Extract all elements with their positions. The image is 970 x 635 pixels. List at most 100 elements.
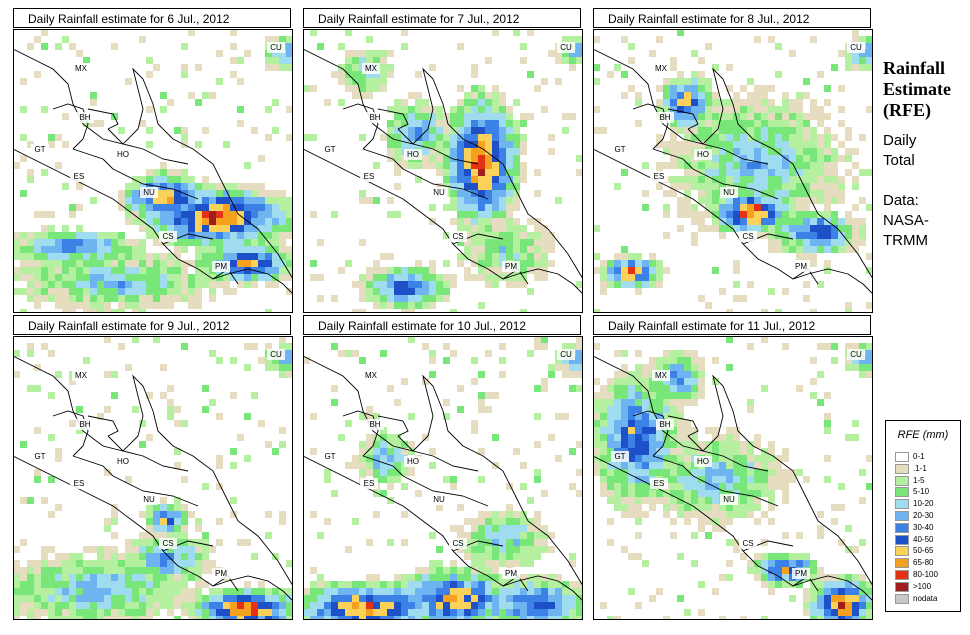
country-label: NU — [143, 495, 155, 504]
rainfall-grid — [13, 29, 293, 313]
boundary-line — [667, 415, 699, 437]
country-label: CS — [742, 539, 753, 548]
boundary-line — [397, 128, 479, 165]
country-label: BH — [369, 113, 380, 122]
country-label: PM — [215, 569, 227, 578]
country-label: GT — [324, 452, 335, 461]
legend-label: 1-5 — [913, 475, 925, 485]
country-label: PM — [505, 569, 517, 578]
legend-label: >100 — [913, 581, 932, 591]
country-label: PM — [795, 569, 807, 578]
legend-swatch — [895, 487, 909, 498]
legend-swatch — [895, 593, 909, 604]
product-title-line: (RFE) — [883, 100, 931, 120]
map-panel-jul-06: Daily Rainfall estimate for 6 Jul., 2012… — [13, 8, 293, 314]
country-label: CU — [850, 350, 862, 359]
legend-label: nodata — [913, 593, 938, 603]
country-label: BH — [369, 420, 380, 429]
map-frame — [13, 29, 293, 313]
panel-title: Daily Rainfall estimate for 10 Jul., 201… — [303, 315, 581, 335]
boundary-line — [107, 435, 189, 472]
map-frame — [593, 336, 873, 620]
country-label: ES — [654, 172, 665, 181]
legend-swatch — [895, 546, 909, 557]
legend-swatch — [895, 452, 909, 462]
boundary-line — [72, 148, 114, 170]
legend-swatch — [895, 558, 909, 569]
country-label: GT — [324, 145, 335, 154]
country-label: PM — [215, 262, 227, 271]
country-label: CS — [162, 539, 173, 548]
country-label: HO — [117, 150, 129, 159]
country-label: ES — [74, 479, 85, 488]
map-frame — [593, 29, 873, 313]
rainfall-map: MX BH GT HO ES NU CS PM CU — [13, 336, 293, 620]
boundary-line — [303, 48, 583, 280]
product-subtitle: Daily Total — [883, 131, 916, 171]
rainfall-map: MX BH GT HO ES NU CS PM CU — [593, 29, 873, 313]
country-label: GT — [34, 452, 45, 461]
legend-swatch — [895, 522, 909, 533]
country-label: NU — [433, 188, 445, 197]
boundary-line — [652, 148, 694, 170]
rainfall-map: MX BH GT HO ES NU CS PM CU — [303, 29, 583, 313]
map-panel-jul-10: Daily Rainfall estimate for 10 Jul., 201… — [303, 315, 583, 621]
boundary-line — [593, 48, 873, 280]
country-label: CU — [560, 43, 572, 52]
boundary-line — [107, 128, 189, 165]
country-label: ES — [364, 479, 375, 488]
boundary-line — [687, 435, 769, 472]
boundary-line — [112, 168, 199, 200]
legend-swatch — [895, 534, 909, 545]
legend-swatch — [895, 463, 909, 474]
map-panel-jul-11: Daily Rainfall estimate for 11 Jul., 201… — [593, 315, 873, 621]
country-label: CS — [452, 232, 463, 241]
legend-label: 80-100 — [913, 570, 938, 579]
country-label: CS — [162, 232, 173, 241]
map-panel-jul-07: Daily Rainfall estimate for 7 Jul., 2012… — [303, 8, 583, 314]
map-panel-jul-08: Daily Rainfall estimate for 8 Jul., 2012… — [593, 8, 873, 314]
boundary-line — [377, 415, 409, 437]
panel-title: Daily Rainfall estimate for 7 Jul., 2012 — [303, 8, 581, 28]
country-label: CS — [452, 539, 463, 548]
legend-label: .1-1 — [913, 463, 927, 473]
country-label: HO — [117, 457, 129, 466]
legend-label: 0-1 — [913, 452, 925, 461]
country-label: ES — [74, 172, 85, 181]
legend-label: 30-40 — [913, 522, 934, 532]
country-label: PM — [795, 262, 807, 271]
map-frame — [13, 336, 293, 620]
legend-label: 50-65 — [913, 546, 934, 556]
country-label: BH — [659, 420, 670, 429]
country-label: CU — [850, 43, 862, 52]
boundary-line — [303, 355, 583, 587]
country-label: NU — [723, 188, 735, 197]
country-label: CU — [560, 350, 572, 359]
legend-label: 5-10 — [913, 487, 930, 497]
country-label: HO — [697, 457, 709, 466]
boundary-line — [362, 455, 404, 477]
country-label: NU — [723, 495, 735, 504]
country-label: ES — [364, 172, 375, 181]
rainfall-grid — [303, 336, 583, 620]
panel-title: Daily Rainfall estimate for 6 Jul., 2012 — [13, 8, 291, 28]
country-label: BH — [79, 113, 90, 122]
country-label: CU — [270, 350, 282, 359]
boundary-line — [377, 108, 409, 130]
map-panel-jul-09: Daily Rainfall estimate for 9 Jul., 2012… — [13, 315, 293, 621]
rainfall-grid — [13, 336, 293, 620]
product-title-line: Rainfall — [883, 58, 946, 78]
rainfall-map: MX BH GT HO ES NU CS PM CU — [303, 336, 583, 620]
boundary-line — [87, 415, 119, 437]
product-subtitle-line: Total — [883, 152, 915, 169]
boundary-line — [402, 168, 489, 200]
panel-title: Daily Rainfall estimate for 9 Jul., 2012 — [13, 315, 291, 335]
panel-title: Daily Rainfall estimate for 11 Jul., 201… — [593, 315, 871, 335]
product-title: Rainfall Estimate (RFE) — [883, 58, 951, 121]
country-label: HO — [407, 457, 419, 466]
country-label: CU — [270, 43, 282, 52]
legend-label: 20-30 — [913, 511, 934, 520]
rainfall-map: MX BH GT HO ES NU CS PM CU — [593, 336, 873, 620]
product-title-line: Estimate — [883, 79, 951, 99]
country-label: BH — [79, 420, 90, 429]
